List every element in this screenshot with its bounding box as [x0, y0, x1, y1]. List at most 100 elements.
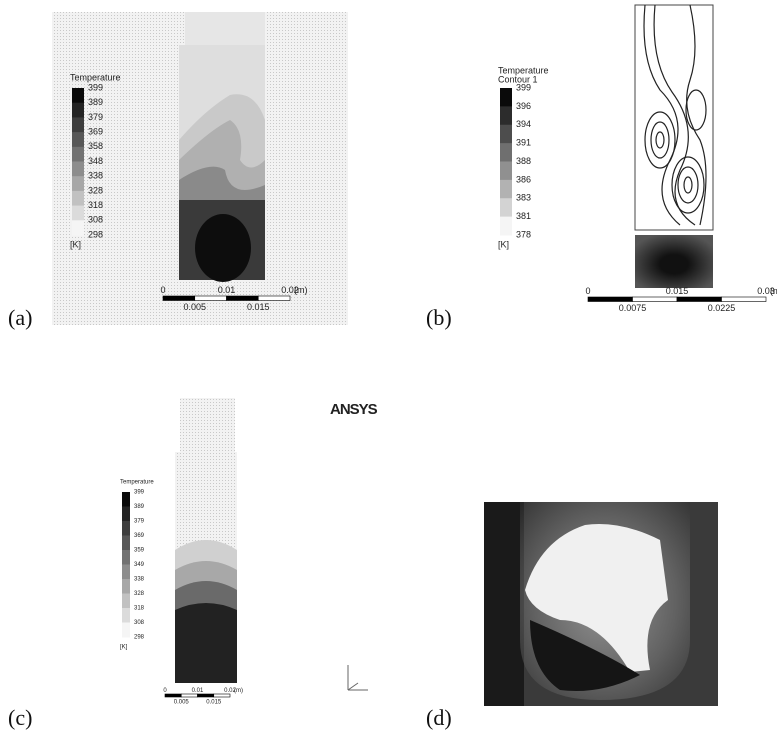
panel-label: (c) — [8, 705, 32, 730]
legend-tick: 308 — [88, 215, 103, 225]
legend-band — [122, 536, 130, 551]
legend-tick: 394 — [516, 119, 531, 129]
legend-tick: 383 — [516, 193, 531, 203]
legend-tick: 369 — [134, 533, 145, 539]
legend-tick: 338 — [134, 577, 145, 583]
panel-c — [175, 398, 368, 690]
scale-bar — [214, 694, 230, 697]
legend-tick: 386 — [516, 174, 531, 184]
legend-band — [72, 220, 84, 235]
legend-band — [500, 198, 512, 217]
scale-label: 0 — [585, 286, 590, 296]
legend-tick: 399 — [516, 82, 531, 92]
legend-band — [72, 147, 84, 162]
scale-bar — [258, 296, 290, 301]
legend-tick: 328 — [88, 185, 103, 195]
legend-band — [122, 565, 130, 580]
scale-label: (m) — [234, 688, 243, 694]
legend-band — [500, 143, 512, 162]
scale-label: 0.0225 — [708, 303, 736, 313]
panel-a — [52, 12, 348, 325]
legend-band — [500, 106, 512, 125]
scale-bar — [588, 297, 633, 302]
legend-band — [122, 623, 130, 638]
legend-tick: 318 — [134, 606, 145, 612]
scale-label: 0 — [163, 688, 167, 694]
legend-band — [122, 507, 130, 522]
legend-band — [122, 608, 130, 623]
legend-tick: 378 — [516, 229, 531, 239]
legend-band — [72, 191, 84, 206]
legend-unit: [K] — [70, 239, 81, 249]
legend-band — [122, 550, 130, 565]
scale-label: 0.005 — [174, 699, 190, 705]
legend-title: Temperature — [70, 72, 121, 82]
legend-tick: 379 — [134, 519, 145, 525]
panel-d — [484, 502, 718, 706]
legend-tick: 391 — [516, 138, 531, 148]
scale-label: 0.01 — [192, 688, 204, 694]
legend-band — [500, 180, 512, 199]
legend-tick: 358 — [88, 141, 103, 151]
scale-bar — [227, 296, 259, 301]
logo: ANSYS — [330, 401, 378, 418]
legend-tick: 396 — [516, 101, 531, 111]
legend-tick: 359 — [134, 548, 145, 554]
legend-band — [122, 492, 130, 507]
legend-band — [72, 132, 84, 147]
scale-label: (m) — [294, 285, 308, 295]
scale-bar — [198, 694, 214, 697]
legend-tick: 349 — [134, 562, 145, 568]
legend-band — [72, 117, 84, 132]
legend-tick: 389 — [134, 504, 145, 510]
legend-band — [122, 521, 130, 536]
panel-label: (d) — [426, 705, 452, 730]
legend-unit: [K] — [120, 645, 128, 651]
scale-bar — [181, 694, 197, 697]
scale-label: 0 — [160, 285, 165, 295]
legend-band — [122, 579, 130, 594]
legend-band — [500, 125, 512, 144]
scale-bar — [722, 297, 767, 302]
legend-tick: 298 — [134, 635, 145, 641]
scale-bar — [677, 297, 722, 302]
legend-tick: 328 — [134, 591, 145, 597]
scale-label: 0.005 — [183, 302, 206, 312]
panel-b — [635, 5, 713, 288]
scale-label: 0.015 — [666, 286, 689, 296]
scale-label: 0.015 — [247, 302, 270, 312]
legend-band — [72, 176, 84, 191]
scale-label: 0.01 — [218, 285, 236, 295]
legend-band — [500, 88, 512, 107]
legend-band — [72, 88, 84, 103]
legend-band — [72, 162, 84, 177]
legend-tick: 369 — [88, 126, 103, 136]
legend-tick: 388 — [516, 156, 531, 166]
legend-band — [500, 162, 512, 181]
legend-tick: 308 — [134, 620, 145, 626]
legend-tick: 389 — [88, 97, 103, 107]
legend-tick: 399 — [88, 82, 103, 92]
legend-tick: 348 — [88, 156, 103, 166]
legend-title: Temperature — [120, 480, 154, 486]
scale-bar — [195, 296, 227, 301]
scale-bar — [163, 296, 195, 301]
panel-label: (a) — [8, 305, 32, 330]
legend-band — [122, 594, 130, 609]
legend-unit: [K] — [498, 239, 509, 249]
scale-bar — [633, 297, 678, 302]
panel-label: (b) — [426, 305, 452, 330]
legend-tick: 379 — [88, 112, 103, 122]
figure: (a)Temperature39938937936935834833832831… — [0, 0, 777, 732]
legend-tick: 381 — [516, 211, 531, 221]
scale-label: 0.0075 — [619, 303, 647, 313]
legend-band — [500, 217, 512, 236]
legend-tick: 338 — [88, 171, 103, 181]
legend-tick: 298 — [88, 229, 103, 239]
scale-bar — [165, 694, 181, 697]
legend-band — [72, 103, 84, 118]
scale-label: 0.015 — [206, 699, 222, 705]
legend-tick: 318 — [88, 200, 103, 210]
legend-tick: 399 — [134, 490, 145, 496]
legend-band — [72, 206, 84, 221]
